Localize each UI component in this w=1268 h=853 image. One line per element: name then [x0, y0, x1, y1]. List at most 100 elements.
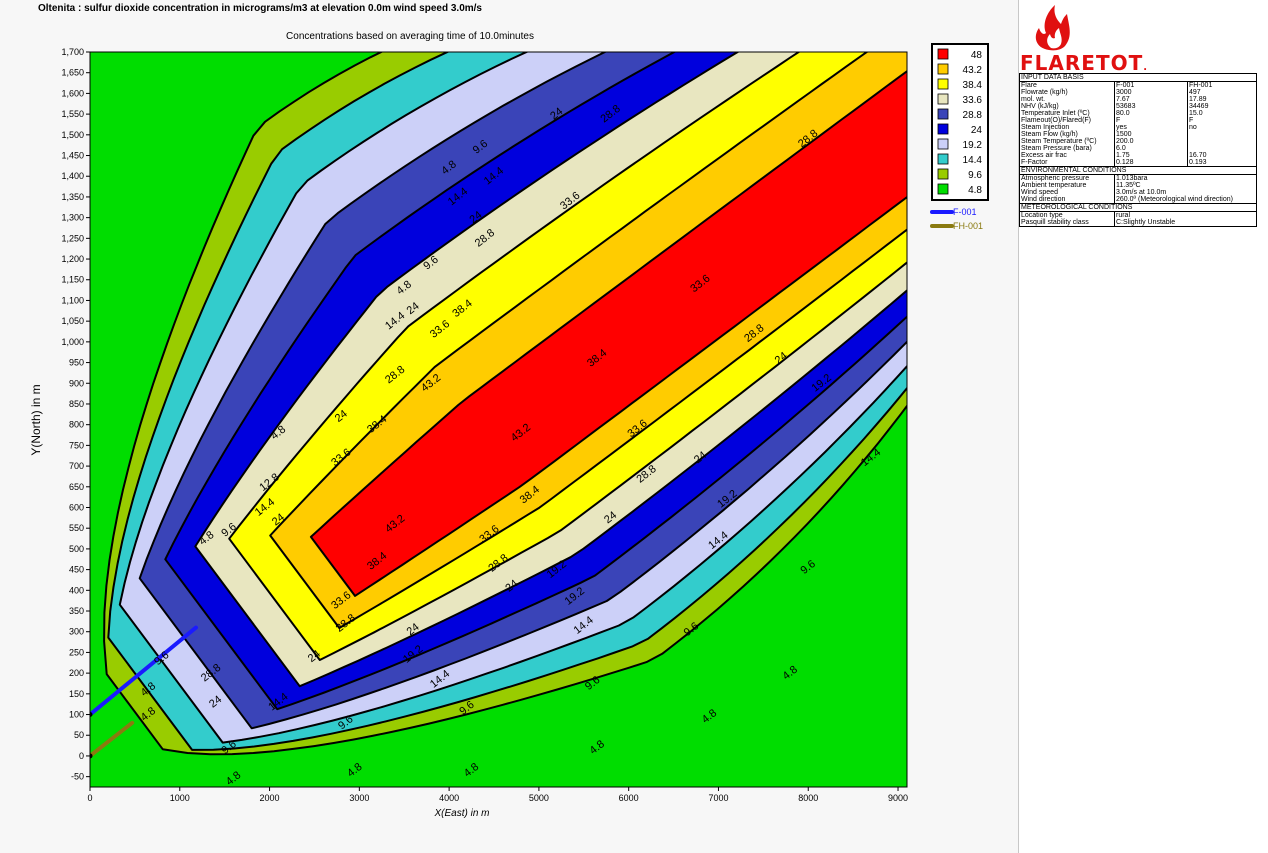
table-row: Location type rural: [1019, 211, 1257, 219]
contour-label: 24: [306, 648, 323, 665]
y-tick-label: 950: [69, 358, 84, 368]
y-tick-label: 850: [69, 399, 84, 409]
table-cell: F: [1114, 117, 1188, 124]
y-tick-label: 300: [69, 627, 84, 637]
table-row: Ambient temperature 11.35ºC: [1019, 182, 1257, 189]
chart-title: Oltenita : sulfur dioxide concentration …: [37, 3, 482, 14]
logo-text: FLARETOT.: [1020, 51, 1149, 75]
table-row: F-Factor 0.128 0.193: [1019, 159, 1257, 167]
table-cell: 16.70: [1187, 152, 1257, 159]
y-tick-label: 600: [69, 502, 84, 512]
legend-label: 19.2: [963, 140, 983, 151]
table-cell: [1187, 145, 1257, 152]
legend-label: 38.4: [963, 80, 983, 91]
table-row: Steam Pressure (bara) 6.0: [1019, 145, 1257, 152]
table-cell: INPUT DATA BASIS: [1019, 73, 1257, 82]
table-cell: 53683: [1114, 103, 1188, 110]
table-row: Flowrate (kg/h) 3000 497: [1019, 89, 1257, 96]
table-cell: Wind direction: [1019, 196, 1115, 204]
y-tick-label: 1,150: [61, 275, 84, 285]
source-lines: [90, 625, 198, 759]
panel-divider: [1018, 0, 1019, 853]
table-cell: 6.0: [1114, 145, 1188, 152]
table-cell: Steam Flow (kg/h): [1019, 131, 1115, 138]
table-row: Steam Injection yes no: [1019, 124, 1257, 131]
table-cell: [1187, 131, 1257, 138]
legend-label: 4.8: [968, 185, 982, 196]
x-tick-label: 4000: [439, 793, 459, 803]
table-cell: Steam Injection: [1019, 124, 1115, 131]
table-cell: rural: [1114, 211, 1257, 219]
table-row: NHV (kJ/kg) 53683 34469: [1019, 103, 1257, 110]
table-cell: F-Factor: [1019, 159, 1115, 167]
contour-label: 24: [773, 350, 790, 367]
y-tick-label: 250: [69, 647, 84, 657]
y-tick-label: 1,700: [61, 47, 84, 57]
contour-band-43.2: [309, 69, 907, 597]
y-tick-label: 1,400: [61, 171, 84, 181]
table-cell: Atmospheric pressure: [1019, 174, 1115, 182]
legend-swatch: [937, 168, 949, 180]
table-cell: 15.0: [1187, 110, 1257, 117]
table-cell: 260.0º (Meteorological wind direction): [1114, 196, 1257, 204]
table-cell: 7.67: [1114, 96, 1188, 103]
y-tick-label: 400: [69, 585, 84, 595]
x-tick-label: 6000: [619, 793, 639, 803]
table-row: Excess air frac 1.75 16.70: [1019, 152, 1257, 159]
contour-label: 24: [467, 209, 484, 226]
y-tick-label: 350: [69, 606, 84, 616]
legend-swatch: [937, 48, 949, 60]
table-cell: ENVIRONMENTAL CONDITIONS: [1019, 166, 1257, 175]
table-cell: FH-001: [1187, 81, 1257, 89]
table-row: Wind speed 3.0m/s at 10.0m: [1019, 189, 1257, 196]
y-tick-label: 1,050: [61, 316, 84, 326]
legend-swatch: [937, 153, 949, 165]
legend-label: 33.6: [963, 95, 983, 106]
table-row: Wind direction 260.0º (Meteorological win…: [1019, 196, 1257, 204]
legend-label: 9.6: [968, 170, 982, 181]
table-section-header: METEOROLOGICAL CONDITIONS: [1019, 203, 1257, 212]
contour-label: 24: [602, 509, 619, 526]
table-cell: 0.193: [1187, 159, 1257, 167]
contour-label: 24: [405, 300, 422, 317]
x-tick-label: 5000: [529, 793, 549, 803]
table-cell: Excess air frac: [1019, 152, 1115, 159]
table-cell: yes: [1114, 124, 1188, 131]
x-tick-label: 3000: [349, 793, 369, 803]
table-cell: Temperature Inlet (ºC): [1019, 110, 1115, 117]
legend-swatch: [937, 123, 949, 135]
source-legend: F-001 FH-001: [930, 207, 983, 231]
y-tick-label: 1,300: [61, 213, 84, 223]
table-cell: 1500: [1114, 131, 1188, 138]
input-data-table: INPUT DATA BASIS Flare F-001 FH-001 Flowrate…: [1019, 73, 1257, 227]
y-tick-label: 1,250: [61, 233, 84, 243]
x-tick-label: 8000: [798, 793, 818, 803]
table-cell: no: [1187, 124, 1257, 131]
x-tick-label: 0: [87, 793, 92, 803]
y-tick-label: 50: [74, 730, 84, 740]
contour-label: 24: [692, 449, 709, 466]
y-tick-label: 750: [69, 440, 84, 450]
x-axis-label: X(East) in m: [433, 808, 489, 819]
source-point-fh-001: [90, 753, 93, 759]
y-tick-label: 1,000: [61, 337, 84, 347]
table-cell: F: [1187, 117, 1257, 124]
table-cell: Flowrate (kg/h): [1019, 89, 1115, 96]
y-tick-label: 1,200: [61, 254, 84, 264]
table-cell: Steam Pressure (bara): [1019, 145, 1115, 152]
source-legend-label: FH-001: [953, 221, 983, 231]
y-tick-label: 100: [69, 710, 84, 720]
contour-label: 24: [207, 694, 224, 711]
y-tick-label: 900: [69, 378, 84, 388]
y-tick-label: 1,600: [61, 88, 84, 98]
table-row: mol. wt. 7.67 17.89: [1019, 96, 1257, 103]
table-row: Flare F-001 FH-001: [1019, 81, 1257, 89]
table-cell: Pasquill stability class: [1019, 219, 1115, 227]
y-axis: -50 0 50 100 150 200 250 300 350 400 450 500 550 600 6…: [61, 47, 90, 782]
table-cell: Steam Temperature (ºC): [1019, 138, 1115, 145]
table-cell: Ambient temperature: [1019, 182, 1115, 189]
chart-subtitle: Concentrations based on averaging time o…: [286, 31, 534, 42]
table-cell: F-001: [1114, 81, 1188, 89]
legend-label: 24: [971, 125, 983, 136]
flaretot-logo: [1035, 5, 1070, 51]
